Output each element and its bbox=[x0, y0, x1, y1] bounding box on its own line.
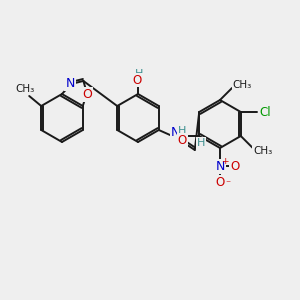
Text: O: O bbox=[230, 160, 240, 172]
Text: Cl: Cl bbox=[259, 106, 271, 118]
Text: N: N bbox=[65, 76, 75, 89]
Text: O: O bbox=[82, 88, 92, 100]
Text: H: H bbox=[196, 138, 205, 148]
Text: O: O bbox=[132, 74, 142, 86]
Text: ⁻: ⁻ bbox=[225, 179, 230, 189]
Text: N: N bbox=[171, 127, 181, 140]
Text: +: + bbox=[221, 157, 229, 166]
Text: H: H bbox=[178, 126, 186, 136]
Text: N: N bbox=[215, 160, 225, 172]
Text: CH₃: CH₃ bbox=[16, 84, 35, 94]
Text: O: O bbox=[178, 134, 187, 146]
Text: CH₃: CH₃ bbox=[253, 146, 272, 156]
Text: CH₃: CH₃ bbox=[232, 80, 252, 90]
Text: O: O bbox=[215, 176, 225, 188]
Text: H: H bbox=[135, 69, 143, 79]
